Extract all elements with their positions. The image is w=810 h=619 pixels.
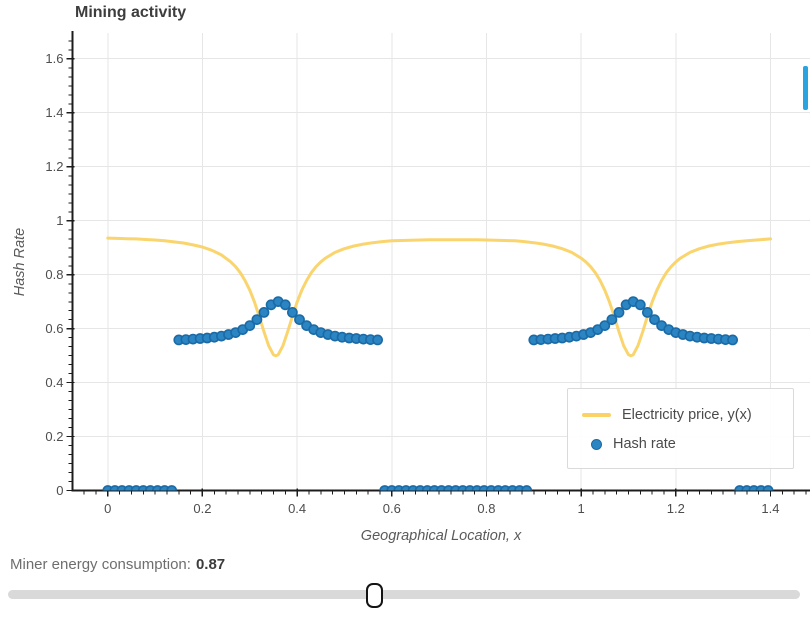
y-tick-label: 1.6	[45, 51, 63, 66]
slider-value: 0.87	[195, 556, 226, 573]
hash-rate-dot	[251, 314, 263, 325]
hash-rate-dot	[634, 299, 646, 311]
slider-label-text: Miner energy consumption:	[10, 556, 191, 573]
legend-row-electricity-price: Electricity price, y(x)	[582, 402, 793, 428]
hash-rate-dot	[286, 306, 298, 318]
y-tick-label: 0	[56, 483, 63, 498]
legend-label-hash-rate: Hash rate	[613, 436, 676, 452]
energy-consumption-slider-handle[interactable]	[366, 583, 383, 608]
x-tick-label: 0.4	[288, 501, 306, 516]
y-tick-label: 0.8	[45, 267, 63, 282]
hash-rate-dot	[727, 334, 738, 346]
y-tick-label: 1.4	[45, 105, 63, 120]
legend-label-electricity-price: Electricity price, y(x)	[622, 407, 752, 423]
hash-rate-dot	[606, 314, 618, 325]
hash-rate-dot	[613, 306, 625, 318]
hash-rate-dot	[258, 306, 270, 318]
dot-swatch-icon	[591, 438, 602, 450]
y-tick-label: 0.4	[45, 375, 63, 390]
hash-rate-dot	[642, 306, 653, 318]
y-tick-label: 0.6	[45, 321, 63, 336]
x-tick-label: 0.2	[193, 501, 211, 516]
x-tick-label: 0.8	[477, 501, 495, 516]
electricity-price-line	[106, 236, 772, 358]
y-tick-label: 1	[56, 213, 63, 228]
x-tick-label: 0	[104, 501, 111, 516]
y-tick-label: 0.2	[45, 429, 63, 444]
hash-rate-dot	[279, 299, 291, 311]
x-tick-label: 1	[578, 501, 585, 516]
hash-rate-dot	[166, 485, 178, 491]
x-axis-label: Geographical Location, x	[360, 528, 522, 544]
hash-rate-dot	[762, 485, 774, 491]
x-tick-label: 1.4	[761, 501, 779, 516]
legend: Electricity price, y(x) Hash rate	[567, 388, 794, 469]
y-tick-label: 1.2	[45, 159, 63, 174]
hash-rate-series	[102, 296, 774, 491]
line-swatch-icon	[582, 413, 611, 417]
x-tick-label: 1.2	[667, 501, 685, 516]
hash-rate-dot	[521, 485, 533, 491]
hash-rate-dot	[294, 314, 305, 325]
energy-consumption-slider-track[interactable]	[8, 590, 800, 599]
chart-title: Mining activity	[75, 4, 187, 21]
hash-rate-dot	[649, 314, 660, 325]
hash-rate-dot	[244, 320, 256, 331]
x-tick-label: 0.6	[383, 501, 401, 516]
hash-rate-dot	[599, 320, 611, 331]
legend-row-hash-rate: Hash rate	[582, 431, 793, 457]
y-axis-label: Hash Rate	[12, 227, 28, 297]
hash-rate-dot	[372, 334, 383, 346]
scrollbar-thumb[interactable]	[803, 66, 808, 110]
plot-svg: 0 0.2 0.4 0.6 0.8 1 1.2 1.4 0 0.2 0.4 0.6 0.8 1 1.2 1.4…	[45, 31, 810, 516]
slider-label: Miner energy consumption: 0.87	[10, 556, 225, 573]
